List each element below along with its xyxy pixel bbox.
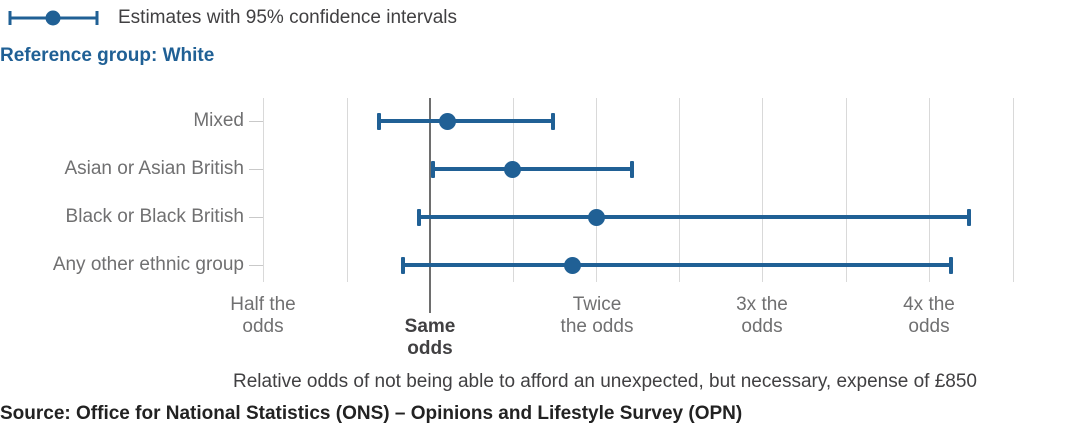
estimate-dot (587, 208, 605, 226)
reference-group-note: Reference group: White (0, 45, 215, 66)
gridline (513, 98, 514, 282)
x-tick-label: 3x the odds (687, 294, 837, 338)
legend-label: Estimates with 95% confidence intervals (118, 7, 457, 28)
x-tick-label-line: the odds (560, 316, 634, 337)
category-label: Mixed (193, 110, 244, 131)
category-label: Any other ethnic group (52, 254, 244, 275)
chart-source: Source: Office for National Statistics (… (0, 403, 743, 424)
gridline (762, 98, 763, 282)
x-tick-label: Same odds (355, 316, 505, 360)
error-bar-cap-low (431, 160, 435, 178)
x-tick-label: Half the odds (188, 294, 338, 338)
confidence-interval-icon (8, 10, 99, 26)
reference-line (429, 98, 431, 313)
error-bar-cap-high (630, 160, 634, 178)
error-bar-cap-low (417, 208, 421, 226)
x-tick-label-line: odds (242, 316, 284, 337)
x-tick-label-line: Same (404, 316, 456, 337)
chart-caption: Relative odds of not being able to affor… (233, 371, 977, 392)
gridline (596, 98, 597, 282)
gridline (1013, 98, 1014, 282)
error-bar (379, 119, 553, 123)
category-label: Asian or Asian British (64, 158, 244, 179)
error-bar (433, 167, 632, 171)
category-tick (249, 264, 263, 266)
category-tick (249, 168, 263, 170)
error-bar-cap-low (401, 256, 405, 274)
x-tick-label-line: 4x the (903, 294, 955, 315)
error-bar (419, 215, 969, 219)
error-bar-cap-high (551, 112, 555, 130)
x-tick-label: 4x the odds (854, 294, 1004, 338)
error-bar-cap-high (967, 208, 971, 226)
x-tick-label-line: Twice (572, 294, 622, 315)
gridline (347, 98, 348, 282)
gridline (929, 98, 930, 282)
category-tick (249, 216, 263, 218)
error-bar-cap-high (949, 256, 953, 274)
estimate-dot (503, 160, 521, 178)
x-tick-label-line: odds (407, 338, 453, 359)
gridline (846, 98, 847, 282)
legend: Estimates with 95% confidence intervals (0, 2, 457, 34)
estimate-dot (563, 256, 581, 274)
x-tick-label: Twice the odds (522, 294, 672, 338)
gridline (679, 98, 680, 282)
x-tick-label-line: odds (741, 316, 783, 337)
x-tick-label-line: 3x the (736, 294, 788, 315)
estimate-dot (438, 112, 456, 130)
gridline (263, 98, 264, 282)
category-label: Black or Black British (65, 206, 244, 227)
category-tick (249, 120, 263, 122)
error-bar-cap-low (377, 112, 381, 130)
x-tick-label-line: odds (908, 316, 950, 337)
error-bar (403, 263, 951, 267)
x-tick-label-line: Half the (230, 294, 296, 315)
